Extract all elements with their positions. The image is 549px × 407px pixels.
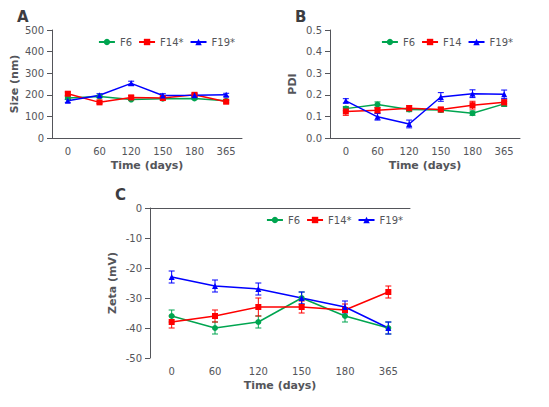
svg-text:-10: -10 [126,233,142,244]
svg-text:365: 365 [217,146,236,157]
svg-text:120: 120 [249,366,268,377]
svg-text:F6: F6 [288,215,300,226]
svg-text:120: 120 [400,146,419,157]
svg-text:400: 400 [25,46,44,57]
svg-text:0: 0 [38,133,44,144]
svg-text:150: 150 [431,146,450,157]
svg-text:-50: -50 [126,353,142,364]
svg-text:Zeta (mV): Zeta (mV) [106,252,119,314]
svg-text:F6: F6 [120,37,132,48]
svg-text:180: 180 [335,366,354,377]
svg-text:F14*: F14* [328,215,351,226]
svg-text:0.0: 0.0 [306,133,322,144]
svg-text:0: 0 [168,366,174,377]
svg-text:0.2: 0.2 [306,89,322,100]
svg-text:150: 150 [292,366,311,377]
svg-text:0.4: 0.4 [306,46,322,57]
svg-text:F14: F14 [443,37,461,48]
svg-text:PDI: PDI [286,73,299,94]
svg-text:180: 180 [185,146,204,157]
svg-text:F19*: F19* [212,37,235,48]
svg-text:60: 60 [93,146,106,157]
svg-text:100: 100 [25,111,44,122]
svg-text:500: 500 [25,25,44,36]
svg-text:Time (days): Time (days) [389,159,462,172]
svg-text:0.1: 0.1 [306,111,322,122]
svg-text:120: 120 [122,146,141,157]
svg-text:A: A [17,8,29,26]
svg-text:F6: F6 [403,37,415,48]
svg-text:Time (days): Time (days) [111,159,184,172]
svg-text:0: 0 [136,203,142,214]
svg-text:365: 365 [495,146,514,157]
svg-text:60: 60 [209,366,222,377]
svg-text:0: 0 [65,146,71,157]
svg-text:-40: -40 [126,323,142,334]
svg-text:200: 200 [25,89,44,100]
svg-text:-20: -20 [126,263,142,274]
svg-text:0: 0 [343,146,349,157]
svg-text:0.5: 0.5 [306,25,322,36]
svg-text:300: 300 [25,68,44,79]
svg-text:60: 60 [371,146,384,157]
svg-text:150: 150 [153,146,172,157]
svg-text:180: 180 [463,146,482,157]
svg-text:Time (days): Time (days) [244,379,317,392]
svg-text:F14*: F14* [160,37,183,48]
svg-text:C: C [115,186,126,204]
svg-text:Size (nm): Size (nm) [8,55,21,114]
svg-text:F19*: F19* [490,37,513,48]
svg-text:0.3: 0.3 [306,68,322,79]
svg-text:-30: -30 [126,293,142,304]
svg-text:B: B [295,8,306,26]
svg-text:F19*: F19* [380,215,403,226]
svg-text:365: 365 [379,366,398,377]
